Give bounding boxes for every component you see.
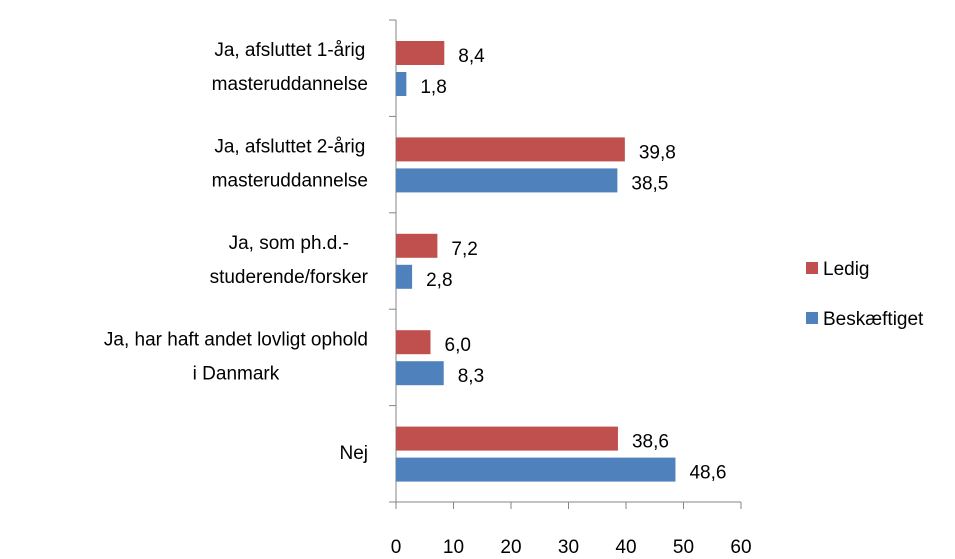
value-label: 39,8 bbox=[639, 142, 676, 163]
value-label: 1,8 bbox=[420, 77, 446, 98]
bar bbox=[396, 41, 445, 65]
bar bbox=[396, 168, 618, 193]
value-label: 38,6 bbox=[632, 432, 669, 453]
legend-swatch bbox=[806, 312, 818, 324]
category-label: Ja, afsluttet 1-årig masteruddannelse bbox=[212, 40, 368, 95]
value-label: 2,8 bbox=[426, 270, 452, 291]
bar bbox=[396, 137, 625, 162]
category-label-line: Ja, afsluttet 2-årig bbox=[214, 137, 365, 158]
bar bbox=[396, 457, 676, 482]
category-label: Ja, afsluttet 2-årig masteruddannelse bbox=[212, 137, 368, 192]
category-label: Nej bbox=[339, 443, 368, 464]
x-tick-label: 50 bbox=[673, 537, 694, 558]
value-label: 8,3 bbox=[458, 366, 484, 387]
category-label: Ja, har haft andet lovligt ophold i Danma… bbox=[104, 329, 368, 384]
category-label: Ja, som ph.d.- studerende/forsker bbox=[210, 233, 369, 288]
value-label: 6,0 bbox=[445, 335, 471, 356]
category-label-line: i Danmark bbox=[193, 363, 280, 384]
legend-label: Beskæftiget bbox=[823, 309, 924, 330]
x-tick-label: 0 bbox=[391, 537, 402, 558]
category-label-line: masteruddannelse bbox=[212, 74, 368, 95]
category-label-line: studerende/forsker bbox=[210, 267, 369, 288]
category-label-line: Ja, som ph.d.- bbox=[229, 233, 349, 254]
x-tick-label: 60 bbox=[730, 537, 751, 558]
legend-swatch bbox=[806, 262, 818, 274]
value-label: 48,6 bbox=[689, 463, 726, 484]
x-tick-label: 40 bbox=[615, 537, 636, 558]
bar bbox=[396, 330, 431, 355]
bar bbox=[396, 426, 618, 451]
category-label-line: Ja, afsluttet 1-årig bbox=[214, 40, 365, 61]
bar bbox=[396, 361, 444, 386]
bar bbox=[396, 264, 413, 289]
category-label-line: masteruddannelse bbox=[212, 171, 368, 192]
x-tick-label: 30 bbox=[558, 537, 579, 558]
value-label: 7,2 bbox=[451, 239, 477, 260]
value-label: 8,4 bbox=[458, 46, 485, 67]
bar bbox=[396, 72, 407, 96]
legend-label: Ledig bbox=[823, 259, 870, 280]
x-tick-label: 20 bbox=[500, 537, 521, 558]
x-tick-label: 10 bbox=[443, 537, 464, 558]
category-label-line: Nej bbox=[339, 443, 368, 464]
value-label: 38,5 bbox=[631, 173, 668, 194]
category-label-line: Ja, har haft andet lovligt ophold bbox=[104, 329, 368, 350]
bar bbox=[396, 233, 438, 258]
